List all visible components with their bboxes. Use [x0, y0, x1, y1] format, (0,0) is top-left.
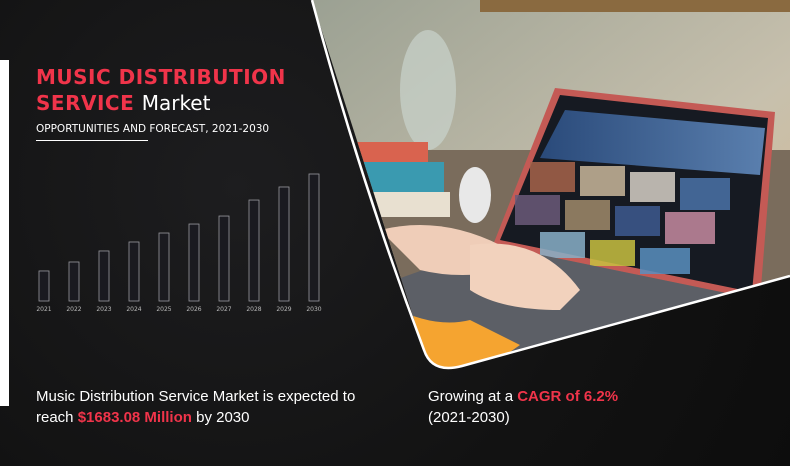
- cagr-period: (2021-2030): [428, 409, 510, 426]
- market-size-line-2: reach $1683.08 Million by 2030: [36, 407, 355, 428]
- title-plain: Market: [141, 91, 211, 115]
- cagr-note: Growing at a CAGR of 6.2% (2021-2030): [428, 386, 618, 428]
- market-size-value: $1683.08 Million: [77, 409, 192, 426]
- bar-2026: [188, 223, 200, 302]
- bar-2027: [218, 215, 230, 302]
- market-size-line-1: Music Distribution Service Market is exp…: [36, 388, 356, 405]
- bar-2028: [248, 199, 260, 302]
- subtitle: OPPORTUNITIES AND FORECAST, 2021-2030: [36, 123, 270, 135]
- white-edge-strip: [0, 60, 9, 406]
- title-line-1: MUSIC DISTRIBUTION: [36, 65, 286, 89]
- bar-2025: [158, 232, 170, 302]
- bar-2023: [98, 250, 110, 302]
- x-tick-label: 2021: [36, 306, 51, 313]
- x-tick-label: 2029: [276, 306, 291, 313]
- x-tick-label: 2030: [306, 306, 321, 313]
- cagr-prefix: Growing at a: [428, 388, 518, 405]
- x-tick-label: 2022: [66, 306, 81, 313]
- x-tick-label: 2028: [246, 306, 261, 313]
- x-tick-label: 2024: [126, 306, 141, 313]
- bar-2022: [68, 261, 80, 302]
- x-tick-label: 2023: [96, 306, 111, 313]
- page-title: MUSIC DISTRIBUTION SERVICE Market: [36, 64, 286, 116]
- title-highlight: SERVICE: [36, 91, 135, 115]
- bar-2030: [308, 173, 320, 302]
- x-tick-label: 2026: [186, 306, 201, 313]
- x-tick-label: 2027: [216, 306, 231, 313]
- market-size-note: Music Distribution Service Market is exp…: [36, 386, 355, 428]
- bar-2029: [278, 186, 290, 302]
- title-line-2: SERVICE Market: [36, 90, 286, 116]
- x-tick-label: 2025: [156, 306, 171, 313]
- bar-2021: [38, 270, 50, 302]
- bar-chart: 2021 2022 2023 2024 2025 2026 2027 2028 2029 2030: [36, 173, 322, 313]
- cagr-value: CAGR of 6.2%: [517, 388, 619, 405]
- cagr-line-1: Growing at a CAGR of 6.2%: [428, 386, 618, 407]
- market-size-suffix: by 2030: [191, 409, 250, 426]
- bar-2024: [128, 241, 140, 302]
- divider: [36, 140, 148, 141]
- market-size-prefix: reach: [36, 409, 78, 426]
